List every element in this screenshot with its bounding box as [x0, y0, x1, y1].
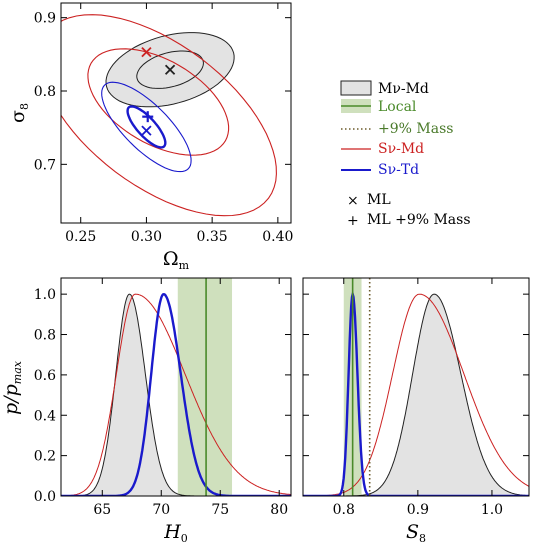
s8-xtick-label: 0.9 — [407, 502, 429, 518]
s8-panel: 0.8 0.9 1.0 S8 — [302, 277, 530, 545]
contour-sv_td-outer — [101, 81, 192, 173]
contour-ytick-label: 0.8 — [34, 84, 56, 100]
legend-label-mass9: +9% Mass — [378, 121, 453, 137]
h0-ytick-label: 0.4 — [34, 408, 56, 424]
s8-curve-fill-mv_md — [303, 294, 529, 496]
legend-label-sv-md: Sν-Md — [378, 141, 424, 157]
h0-xtick-label: 65 — [93, 502, 111, 518]
contour-xtick-label: 0.35 — [197, 229, 228, 245]
contour-sv_td-inner — [126, 105, 167, 149]
contour-xtick-label: 0.30 — [131, 229, 162, 245]
h0-xtick-label: 80 — [270, 502, 288, 518]
h0-curve-sv_td — [61, 292, 291, 496]
legend-marker-ml-label: ML — [367, 192, 391, 208]
legend-label-local: Local — [378, 99, 417, 115]
h0-panel: 65 70 75 80 0.0 0.2 0.4 0.6 0.8 1.0 H0 p/pmax — [0, 277, 292, 545]
s8-curve-mv_md — [303, 293, 529, 496]
s8-panel-frame — [302, 277, 530, 497]
x-axis-label: Ωm — [163, 248, 190, 272]
legend-label-sv-td: Sν-Td — [378, 162, 419, 178]
h0-ytick-label: 0.2 — [34, 449, 56, 465]
ml-marker-sv_md — [141, 46, 152, 58]
h0-curve-sv_md — [61, 293, 291, 496]
h0-xtick-label: 75 — [211, 502, 229, 518]
contour-sv_md-outer — [61, 14, 277, 217]
s8-x-axis-label: S8 — [406, 521, 426, 545]
h0-curve-fill-mv_md — [61, 294, 291, 496]
contour-panel-frame — [60, 2, 292, 224]
contour-ytick-label: 0.7 — [34, 157, 56, 173]
h0-ytick-label: 0.8 — [34, 328, 56, 344]
ml-marker-mv_md — [164, 64, 176, 75]
h0-y-axis-label: p/pmax — [0, 360, 24, 415]
contour-xtick-label: 0.25 — [65, 229, 96, 245]
h0-local-band — [177, 278, 233, 496]
contour-ytick-label: 0.9 — [34, 11, 56, 27]
s8-xtick-label: 0.8 — [333, 502, 355, 518]
legend-marker-ml-symbol: × — [347, 193, 359, 209]
s8-curve-sv_td — [303, 289, 529, 496]
h0-ytick-label: 0.6 — [34, 368, 56, 384]
contour-panel: 0.25 0.30 0.35 0.40 0.7 0.8 0.9 Ωm σ8 — [7, 2, 293, 272]
h0-x-axis-label: H0 — [163, 521, 188, 545]
legend-swatch-mv-md — [340, 80, 372, 96]
ml-mass9-marker-sv_td — [142, 111, 154, 123]
h0-ytick-label: 0.0 — [34, 489, 56, 505]
ml-marker-sv_td — [141, 125, 152, 136]
legend: Mν-Md Local +9% Mass Sν-Md Sν-Td × ML + … — [340, 80, 471, 229]
y-axis-label: σ8 — [7, 103, 31, 123]
contour-xtick-label: 0.40 — [262, 229, 293, 245]
h0-ytick-label: 1.0 — [34, 287, 56, 303]
legend-marker-ml-mass9-label: ML +9% Mass — [367, 212, 471, 228]
h0-panel-frame — [60, 277, 292, 497]
legend-label-mv-md: Mν-Md — [378, 81, 429, 97]
contour-sv_md-inner — [87, 48, 230, 156]
legend-marker-ml-mass9-symbol: + — [347, 213, 359, 229]
s8-xtick-label: 1.0 — [481, 502, 503, 518]
h0-xtick-label: 70 — [152, 502, 170, 518]
h0-curve-mv_md — [61, 293, 291, 496]
